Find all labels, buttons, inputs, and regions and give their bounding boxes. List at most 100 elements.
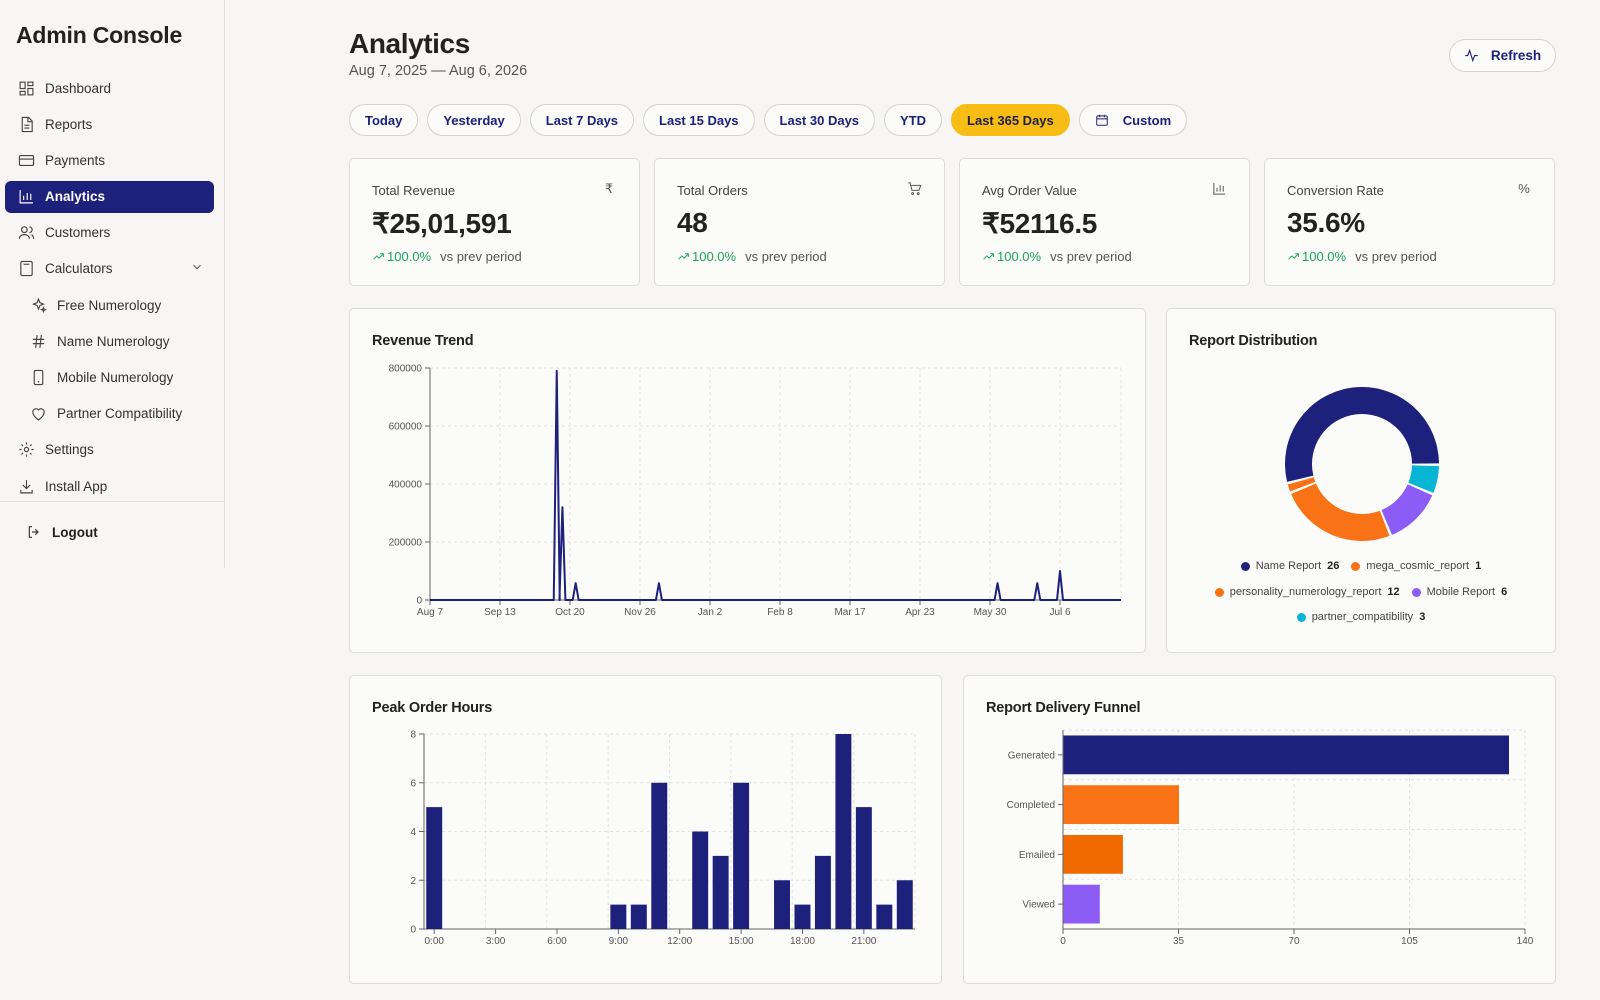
kpi-label: Total Revenue <box>372 183 456 198</box>
kpi-compare-label: vs prev period <box>440 249 522 264</box>
bar-hour-17 <box>774 880 790 929</box>
kpi-card-total-orders: Total Orders 48 100.0% vs prev period <box>654 158 945 286</box>
range-tab-label: Last 30 Days <box>779 112 860 128</box>
logout-button[interactable]: Logout <box>26 524 98 540</box>
range-tab-last-7-days[interactable]: Last 7 Days <box>529 104 635 136</box>
sidebar-item-dashboard[interactable]: Dashboard <box>5 72 214 104</box>
donut-slice-mobile-report <box>1381 484 1433 535</box>
bar-hour-23 <box>896 880 913 929</box>
peak-order-hours-chart: 0 2 4 6 8 0:00 3:00 6:00 9:00 12:00 15:00 18:00 21:0… <box>410 730 916 947</box>
chevron-wrap[interactable] <box>190 260 204 277</box>
x-tick-label: 140 <box>1517 936 1534 947</box>
range-tab-last-365-days[interactable]: Last 365 Days <box>951 104 1070 136</box>
x-tick-label: Jan 2 <box>698 607 723 618</box>
sidebar-item-reports[interactable]: Reports <box>5 108 214 140</box>
sidebar-item-name-numerology[interactable]: Name Numerology <box>5 325 214 357</box>
sidebar-item-calculators[interactable]: Calculators <box>5 253 214 285</box>
heart-icon-wrap <box>29 405 47 423</box>
y-tick-label: Completed <box>1007 800 1055 811</box>
dashboard-icon-wrap <box>17 79 35 97</box>
logout-label: Logout <box>52 524 98 540</box>
x-tick-label: Jul 6 <box>1049 607 1071 618</box>
sidebar-nav: Dashboard Reports Payments Analytics Custome… <box>5 72 214 506</box>
donut-slice-mega-cosmic-report <box>1287 477 1316 492</box>
kpi-change-positive: 100.0% <box>677 249 736 264</box>
x-tick-label: 15:00 <box>729 936 754 947</box>
range-tab-label: YTD <box>900 112 927 128</box>
x-tick-label: 21:00 <box>851 936 876 947</box>
hash-icon-wrap <box>29 332 47 350</box>
kpi-card-avg-order-value: Avg Order Value ₹52116.5 100.0% vs prev per… <box>959 158 1250 286</box>
sidebar-item-install-app[interactable]: Install App <box>5 470 214 502</box>
range-tab-custom[interactable]: Custom <box>1078 104 1188 136</box>
kpi-change-positive: 100.0% <box>982 249 1041 264</box>
refresh-button[interactable]: Refresh <box>1449 39 1556 72</box>
kpi-change-value: 100.0% <box>387 249 432 264</box>
sparkles-icon-wrap <box>29 296 47 314</box>
range-tab-last-15-days[interactable]: Last 15 Days <box>643 104 755 136</box>
logout-icon <box>28 526 39 538</box>
x-tick-label: Apr 23 <box>905 607 935 618</box>
dashboard-icon <box>19 81 33 95</box>
y-tick-label: 400000 <box>389 480 423 491</box>
sidebar-item-customers[interactable]: Customers <box>5 217 214 249</box>
y-tick-label: Emailed <box>1019 850 1055 861</box>
bar-hour-20 <box>835 734 852 929</box>
delivery-funnel-chart: 0 35 70 105 140 Generated Completed Emailed View… <box>1007 729 1534 947</box>
sidebar-item-analytics[interactable]: Analytics <box>5 180 214 213</box>
delivery-funnel-title: Report Delivery Funnel <box>986 700 1141 716</box>
legend-item-name-report: Name Report 26 <box>1240 560 1339 572</box>
credit-card-icon <box>18 154 34 166</box>
sidebar-item-label: Mobile Numerology <box>57 370 174 385</box>
range-tab-label: Last 15 Days <box>659 112 739 128</box>
y-tick-label: Generated <box>1008 750 1055 761</box>
kpi-change-value: 100.0% <box>997 249 1042 264</box>
x-tick-label: Aug 7 <box>417 607 444 618</box>
sidebar-item-mobile-numerology[interactable]: Mobile Numerology <box>5 362 214 394</box>
sidebar-item-partner-compatibility[interactable]: Partner Compatibility <box>5 398 214 430</box>
range-tab-today[interactable]: Today <box>349 104 419 136</box>
kpi-label: Conversion Rate <box>1287 183 1384 198</box>
trend-up-icon <box>373 253 384 260</box>
bar-hour-21 <box>855 807 872 929</box>
range-tab-last-30-days[interactable]: Last 30 Days <box>763 104 876 136</box>
hash-icon <box>32 334 44 348</box>
legend-row: personality_numerology_report 12 Mobile Re… <box>1167 586 1555 598</box>
phone-icon-wrap <box>29 369 47 387</box>
percent-icon: % <box>1518 181 1530 196</box>
app-title: Admin Console <box>16 22 183 48</box>
date-range-tabs: Today Yesterday Last 7 Days Last 15 Days Las… <box>349 104 1196 136</box>
sidebar: Admin Console Dashboard Reports Payments An… <box>0 0 225 568</box>
legend-swatch <box>1214 587 1224 597</box>
range-tab-yesterday[interactable]: Yesterday <box>427 104 521 136</box>
legend-count: 12 <box>1387 586 1400 598</box>
download-icon-wrap <box>17 477 35 495</box>
kpi-compare-label: vs prev period <box>1050 249 1132 264</box>
x-tick-label: 6:00 <box>547 936 567 947</box>
document-icon <box>21 116 33 132</box>
download-icon <box>19 479 33 494</box>
sidebar-item-payments[interactable]: Payments <box>5 144 214 176</box>
sidebar-item-free-numerology[interactable]: Free Numerology <box>5 289 214 321</box>
activity-icon <box>1465 48 1478 63</box>
legend-count: 3 <box>1419 611 1426 623</box>
bar-chart-icon <box>19 190 33 204</box>
x-tick-label: Sep 13 <box>484 607 516 618</box>
trend-up-icon <box>678 253 689 260</box>
x-tick-label: May 30 <box>974 607 1007 618</box>
kpi-value: ₹52116.5 <box>982 208 1098 239</box>
range-tab-label: Today <box>365 112 403 128</box>
x-tick-label: 0 <box>1060 936 1066 947</box>
sparkles-icon <box>31 297 47 313</box>
trend-up-icon <box>1288 253 1299 260</box>
kpi-change: 100.0% vs prev period <box>982 249 1132 264</box>
kpi-change-value: 100.0% <box>692 249 737 264</box>
x-tick-label: 9:00 <box>609 936 629 947</box>
sidebar-item-settings[interactable]: Settings <box>5 434 214 466</box>
cart-icon <box>907 182 921 195</box>
legend-item-partner-compatibility: partner_compatibility 3 <box>1296 611 1426 623</box>
range-tab-ytd[interactable]: YTD <box>884 104 943 136</box>
legend-row: partner_compatibility 3 <box>1167 611 1555 623</box>
gear-icon <box>18 442 34 457</box>
revenue-trend-title: Revenue Trend <box>372 333 474 349</box>
